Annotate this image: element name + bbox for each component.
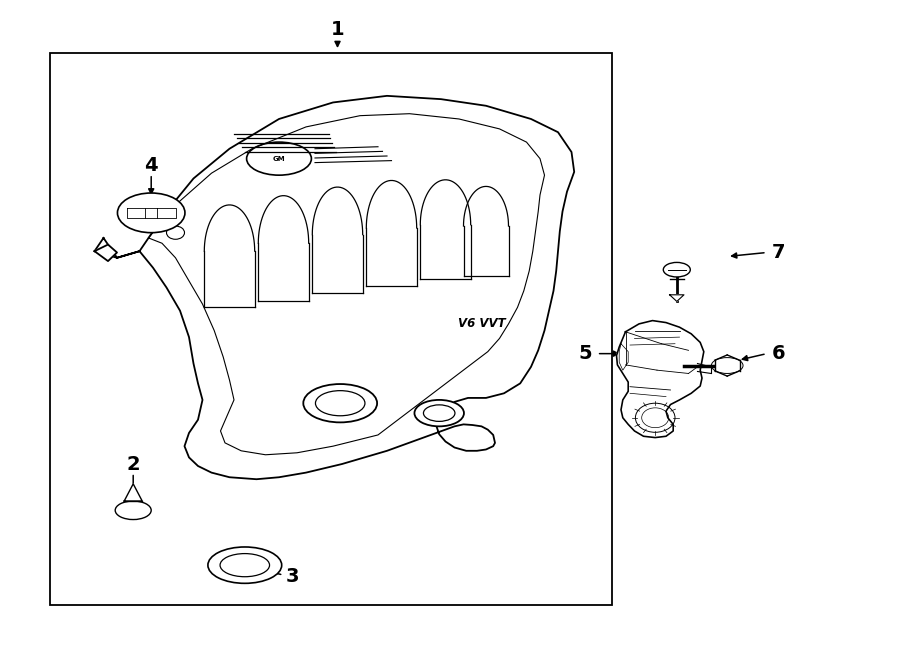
Ellipse shape [663,262,690,277]
Text: 1: 1 [330,20,345,39]
Text: 4: 4 [144,156,158,175]
Polygon shape [670,295,684,301]
Text: 3: 3 [286,567,299,586]
Ellipse shape [303,384,377,422]
Polygon shape [616,321,704,438]
Text: 6: 6 [771,344,786,363]
Ellipse shape [414,400,464,426]
Text: GM: GM [273,155,285,162]
Text: 2: 2 [126,455,140,473]
Polygon shape [94,96,574,479]
Ellipse shape [220,554,270,576]
Ellipse shape [115,501,151,520]
Polygon shape [94,245,117,261]
Polygon shape [124,484,142,501]
Text: V6 VVT: V6 VVT [458,317,505,330]
Text: 5: 5 [578,344,592,363]
Ellipse shape [208,547,282,583]
Ellipse shape [118,193,185,233]
Text: 7: 7 [772,243,785,262]
